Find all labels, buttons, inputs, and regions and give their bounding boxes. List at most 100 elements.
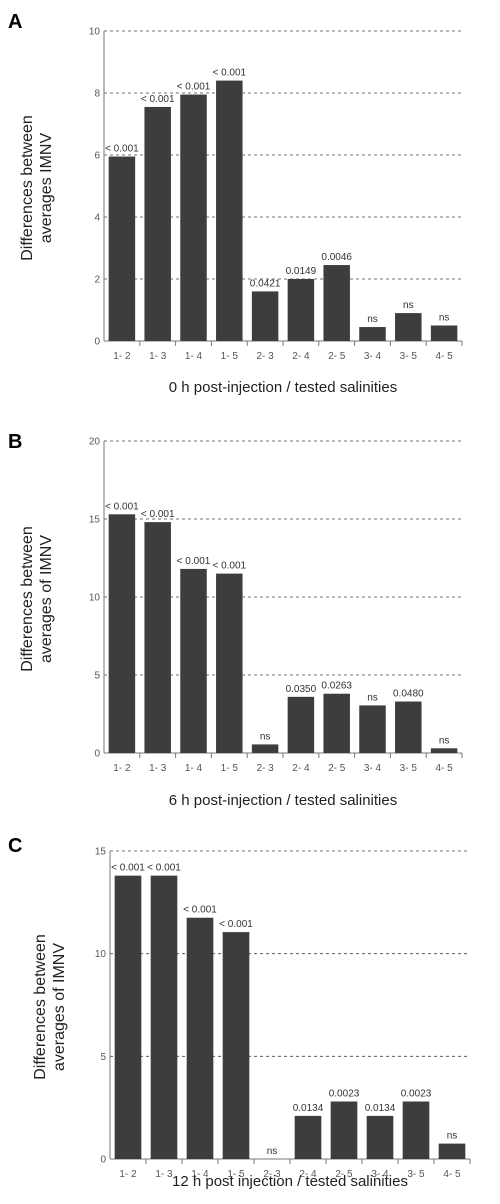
bar bbox=[287, 279, 315, 341]
x-tick-label: 3- 5 bbox=[400, 763, 418, 774]
bar bbox=[366, 1115, 394, 1159]
x-tick-label: 1- 4 bbox=[185, 763, 203, 774]
p-value-label: < 0.001 bbox=[111, 863, 145, 874]
x-tick-label: 1- 3 bbox=[149, 763, 167, 774]
x-tick-label: 2- 3 bbox=[263, 1169, 281, 1180]
x-tick-label: 1- 3 bbox=[149, 351, 167, 362]
x-tick-label: 1- 4 bbox=[185, 351, 203, 362]
p-value-label: < 0.001 bbox=[147, 863, 181, 874]
bar bbox=[430, 748, 458, 753]
p-value-label: 0.0149 bbox=[286, 266, 317, 277]
x-tick-label: 1- 3 bbox=[155, 1169, 173, 1180]
y-axis-title-line: Differences between bbox=[32, 934, 49, 1080]
x-tick-label: 2- 4 bbox=[292, 763, 310, 774]
x-tick-label: 2- 4 bbox=[299, 1169, 317, 1180]
bar bbox=[180, 94, 207, 341]
panel-letter: C bbox=[8, 835, 22, 857]
x-tick-label: 3- 5 bbox=[400, 351, 418, 362]
panel-letter: A bbox=[8, 11, 22, 33]
p-value-label: ns bbox=[367, 692, 378, 703]
p-value-label: < 0.001 bbox=[219, 919, 253, 930]
bar bbox=[186, 917, 214, 1159]
x-tick-label: 3- 5 bbox=[407, 1169, 425, 1180]
y-axis-title-line: averages of IMNV bbox=[51, 943, 68, 1071]
y-tick-label: 6 bbox=[94, 151, 100, 162]
p-value-label: ns bbox=[439, 313, 450, 324]
y-axis-title-line: averages IMNV bbox=[38, 133, 55, 244]
bar bbox=[251, 291, 279, 341]
bar bbox=[108, 156, 136, 341]
p-value-label: 0.0134 bbox=[365, 1103, 396, 1114]
y-tick-label: 0 bbox=[94, 749, 100, 760]
p-value-label: ns bbox=[367, 314, 378, 325]
p-value-label: ns bbox=[403, 300, 414, 311]
x-tick-label: 3- 4 bbox=[371, 1169, 389, 1180]
y-tick-label: 10 bbox=[89, 593, 101, 604]
x-tick-label: 2- 3 bbox=[256, 763, 274, 774]
bar bbox=[144, 106, 171, 341]
p-value-label: ns bbox=[267, 1146, 278, 1157]
y-tick-label: 15 bbox=[95, 847, 107, 858]
bar bbox=[323, 265, 350, 341]
bar bbox=[330, 1101, 358, 1159]
bar bbox=[359, 327, 386, 341]
bar bbox=[144, 522, 171, 753]
p-value-label: < 0.001 bbox=[105, 501, 139, 512]
x-axis-title: 6 h post-injection / tested salinities bbox=[169, 792, 397, 809]
y-tick-label: 4 bbox=[94, 213, 100, 224]
p-value-label: 0.0350 bbox=[286, 684, 317, 695]
y-tick-label: 10 bbox=[95, 949, 107, 960]
p-value-label: < 0.001 bbox=[141, 94, 175, 105]
p-value-label: < 0.001 bbox=[177, 82, 211, 93]
x-tick-label: 4- 5 bbox=[443, 1169, 461, 1180]
y-axis-title-line: averages of IMNV bbox=[38, 535, 55, 663]
x-tick-label: 3- 4 bbox=[364, 763, 382, 774]
bar bbox=[395, 313, 422, 341]
x-tick-label: 1- 2 bbox=[119, 1169, 137, 1180]
p-value-label: 0.0046 bbox=[321, 252, 352, 263]
x-tick-label: 1- 5 bbox=[221, 351, 239, 362]
bar bbox=[438, 1143, 466, 1159]
x-tick-label: 2- 5 bbox=[335, 1169, 353, 1180]
bar bbox=[216, 80, 243, 341]
bar bbox=[251, 744, 279, 753]
p-value-label: 0.0023 bbox=[329, 1089, 360, 1100]
p-value-label: ns bbox=[439, 735, 450, 746]
x-tick-label: 1- 5 bbox=[221, 763, 239, 774]
y-tick-label: 5 bbox=[94, 671, 100, 682]
p-value-label: 0.0023 bbox=[401, 1089, 432, 1100]
x-axis-title: 0 h post-injection / tested salinities bbox=[169, 379, 397, 396]
bar bbox=[222, 932, 250, 1159]
bar bbox=[323, 693, 350, 753]
bar bbox=[114, 875, 142, 1159]
x-tick-label: 1- 5 bbox=[227, 1169, 245, 1180]
bar bbox=[359, 705, 386, 753]
bar bbox=[294, 1115, 322, 1159]
x-axis-title: 12 h post injection / tested salinities bbox=[172, 1173, 408, 1190]
bar bbox=[150, 875, 178, 1159]
p-value-label: 0.0421 bbox=[250, 278, 281, 289]
y-tick-label: 5 bbox=[100, 1052, 106, 1063]
p-value-label: ns bbox=[260, 731, 271, 742]
x-tick-label: 2- 3 bbox=[256, 351, 274, 362]
bar bbox=[287, 696, 315, 753]
p-value-label: ns bbox=[447, 1131, 458, 1142]
p-value-label: 0.0263 bbox=[321, 681, 352, 692]
y-tick-label: 8 bbox=[94, 89, 100, 100]
y-axis-title-line: Differences between bbox=[19, 115, 36, 261]
p-value-label: 0.0480 bbox=[393, 689, 424, 700]
bar bbox=[430, 325, 458, 341]
y-tick-label: 0 bbox=[100, 1155, 106, 1166]
y-tick-label: 20 bbox=[89, 437, 101, 448]
x-tick-label: 1- 4 bbox=[191, 1169, 209, 1180]
y-tick-label: 15 bbox=[89, 515, 101, 526]
y-tick-label: 0 bbox=[94, 337, 100, 348]
x-tick-label: 2- 5 bbox=[328, 351, 346, 362]
x-tick-label: 2- 5 bbox=[328, 763, 346, 774]
x-tick-label: 1- 2 bbox=[113, 351, 131, 362]
x-tick-label: 3- 4 bbox=[364, 351, 382, 362]
panel-letter: B bbox=[8, 431, 22, 453]
p-value-label: < 0.001 bbox=[212, 68, 246, 79]
p-value-label: < 0.001 bbox=[105, 144, 139, 155]
